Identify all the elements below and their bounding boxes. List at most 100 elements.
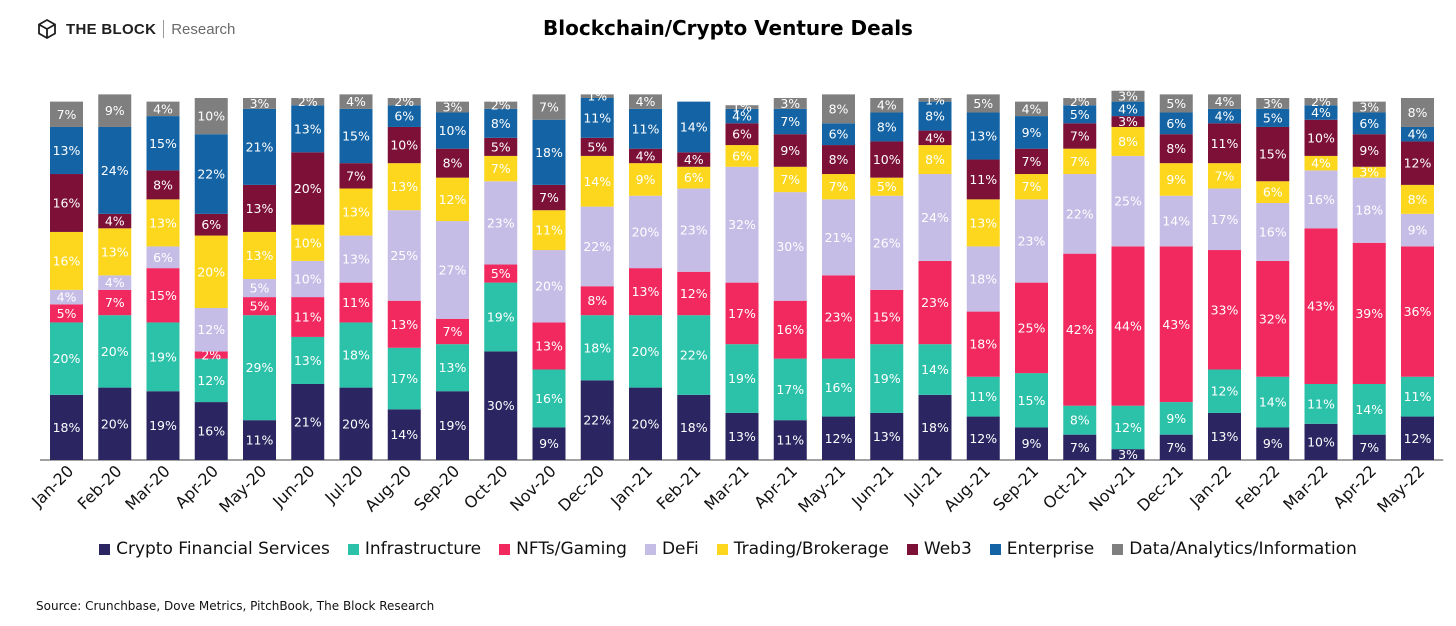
bar-segment [1015,373,1048,428]
legend-label: Data/Analytics/Information [1129,539,1357,559]
bar-segment [1304,423,1338,460]
bar-segment [966,376,1000,417]
bar-segment [1111,101,1145,117]
bar-segment [146,246,180,269]
bar-segment [1111,155,1145,247]
data-label: 7% [1022,154,1042,169]
data-label: 10% [1307,130,1335,145]
bar-segment [484,108,518,138]
bar-segment [1111,405,1145,450]
bar-segment [532,119,566,185]
data-label: 7% [1070,440,1090,455]
data-label: 3% [1118,89,1138,104]
chart-title: Blockchain/Crypto Venture Deals [543,16,913,40]
bar-segment [725,412,759,460]
bar-segment [146,391,180,460]
data-label: 23% [680,223,708,238]
data-label: 8% [925,109,945,124]
data-label: 3% [780,96,800,111]
data-label: 16% [197,424,225,439]
bar-segment [50,126,83,175]
data-label: 20% [53,351,81,366]
data-label: 16% [53,253,81,268]
bar-segment [966,246,1000,312]
bar-segment [146,170,180,200]
bar-segment [918,344,952,395]
bar-segment [98,126,132,214]
bar-segment [1256,427,1290,460]
data-label: 6% [1263,185,1283,200]
bar-segment [194,307,228,352]
data-label: 32% [1259,311,1287,326]
bar-segment [146,101,180,117]
data-label: 15% [149,136,177,151]
data-label: 20% [535,279,563,294]
bar-segment [50,174,83,232]
bar-segment [1401,141,1434,185]
data-label: 18% [342,348,370,363]
legend-label: Infrastructure [364,539,482,559]
bar-segment [339,387,373,460]
data-label: 12% [197,322,225,337]
brand-subtitle: Research [171,20,236,38]
data-label: 5% [491,139,511,154]
bar-segment [1063,253,1097,406]
bar-segment [1111,90,1145,102]
data-label: 19% [439,418,467,433]
bar-segment [1208,369,1241,413]
data-label: 11% [969,172,997,187]
data-label: 22% [583,239,611,254]
bar-segment [532,322,566,370]
data-label: 7% [1070,129,1090,144]
bar-segment [918,98,952,102]
bar-segment [98,275,132,290]
bar-segment [387,409,421,460]
bar-segment [580,94,614,98]
bar-segment [98,289,132,316]
data-label: 29% [246,360,274,375]
bar-segment [1111,246,1145,406]
data-label: 10% [439,123,467,138]
bar-segment [339,94,373,109]
data-label: 8% [1070,413,1090,428]
data-label: 4% [105,275,125,290]
data-label: 7% [829,179,849,194]
source-note: Source: Crunchbase, Dove Metrics, PitchB… [36,599,435,613]
bar-segment [1304,105,1338,120]
data-label: 20% [101,344,129,359]
x-tick-label: Feb-21 [653,461,705,513]
legend-label: Trading/Brokerage [733,539,889,559]
data-label: 5% [57,306,77,321]
bar-segment [484,264,518,283]
bar-segment [725,344,759,413]
bar-segment [1111,116,1145,127]
bar-segment [966,199,1000,247]
bar-segment [918,394,952,460]
data-label: 7% [1166,440,1186,455]
data-label: 11% [1211,136,1239,151]
bar-segment [773,358,807,421]
x-tick-label: Sep-21 [989,461,1042,514]
data-label: 5% [587,139,607,154]
data-label: 14% [1259,395,1287,410]
bar-segment [725,145,759,167]
data-label: 17% [728,306,756,321]
data-label: 19% [873,371,901,386]
legend-swatch [1112,543,1124,555]
data-label: 11% [632,121,660,136]
data-label: 11% [535,223,563,238]
data-label: 4% [153,101,173,116]
bar-segment [436,177,469,222]
data-label: 19% [149,349,177,364]
bar-segment [580,315,614,381]
data-label: 13% [246,201,274,216]
bar-segment [484,155,518,182]
bar-segment [918,130,952,146]
data-label: 3% [1118,447,1138,462]
bar-segment [243,279,276,298]
data-label: 21% [294,414,322,429]
x-tick-label: Jan-20 [27,461,77,511]
bar-segment [1111,126,1145,156]
x-tick-label: Jul-20 [321,461,367,507]
data-label: 13% [246,248,274,263]
